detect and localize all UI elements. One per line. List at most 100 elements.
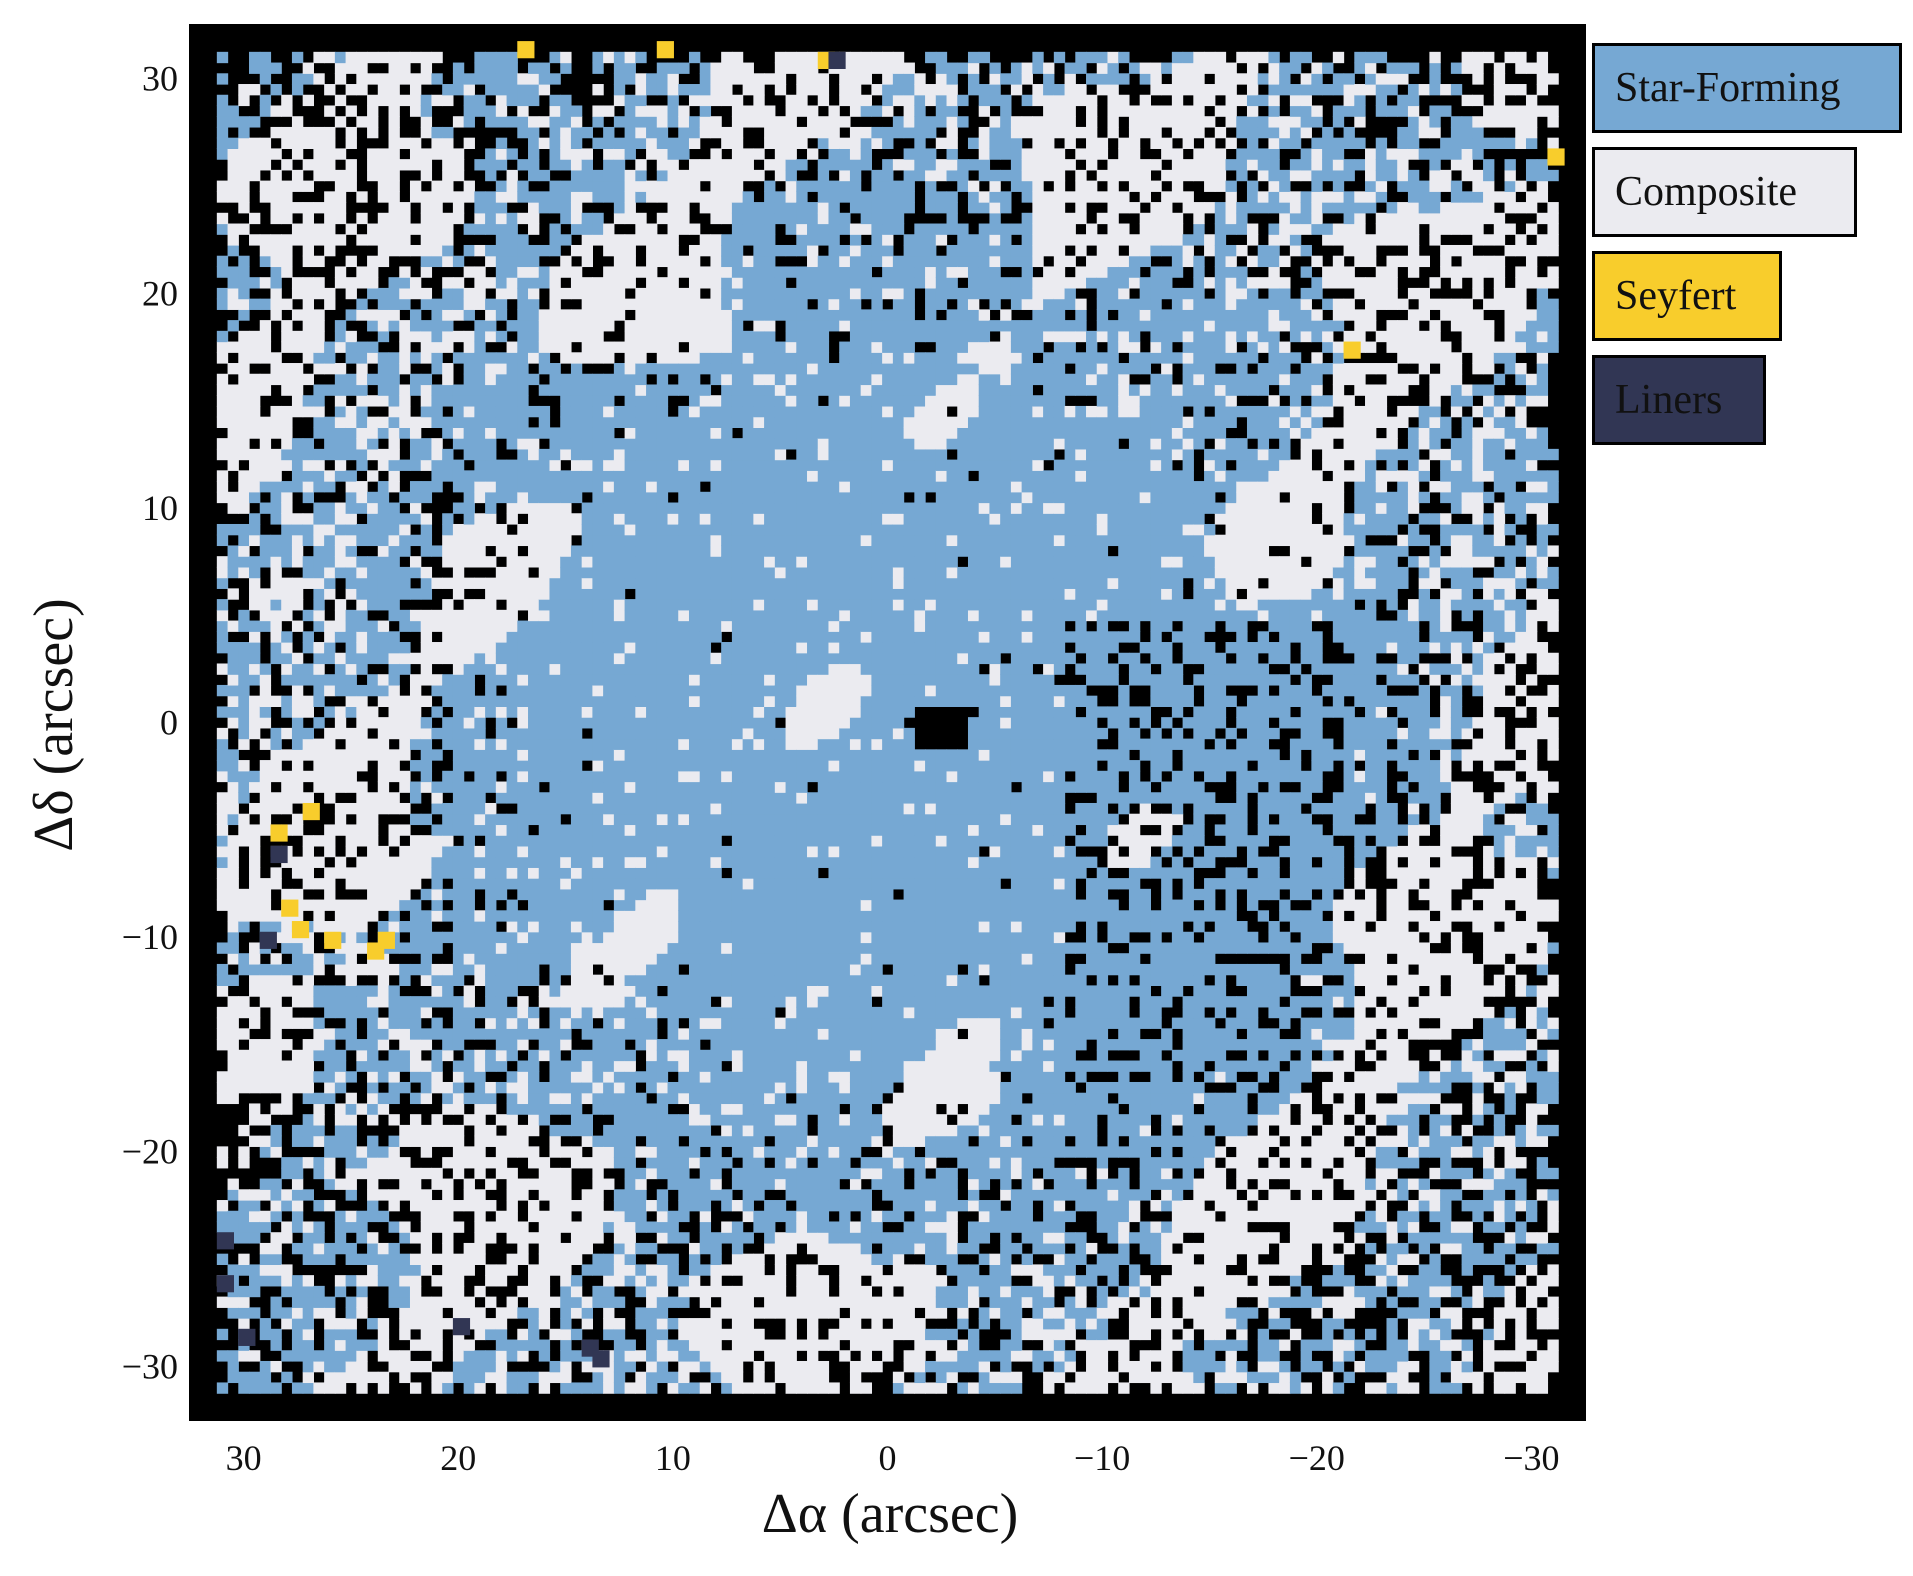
- spaxel-cell: [678, 556, 690, 568]
- spaxel-cell: [624, 1167, 636, 1180]
- spaxel-cell: [249, 1071, 261, 1083]
- spaxel-cell: [570, 545, 583, 557]
- spaxel-cell: [538, 1307, 551, 1319]
- spaxel-cell: [549, 985, 561, 997]
- spaxel-cell: [678, 1028, 690, 1040]
- spaxel-cell: [560, 1264, 572, 1276]
- spaxel-cell: [259, 599, 272, 611]
- spaxel-cell: [646, 1382, 658, 1394]
- spaxel-cell: [581, 695, 593, 707]
- spaxel-cell: [742, 792, 754, 804]
- spaxel-cell: [420, 695, 433, 707]
- spaxel-cell: [753, 502, 765, 514]
- spaxel-cell: [420, 760, 433, 772]
- spaxel-cell: [517, 620, 529, 632]
- spaxel-cell: [570, 202, 583, 214]
- spaxel-cell: [517, 1339, 529, 1351]
- spaxel-cell: [570, 1006, 583, 1019]
- spaxel-cell: [463, 695, 475, 707]
- spaxel-cell: [549, 599, 561, 611]
- spaxel-cell: [270, 180, 282, 192]
- spaxel-cell: [367, 1275, 379, 1287]
- spaxel-cell: [474, 1167, 486, 1180]
- spaxel-cell: [420, 1081, 433, 1094]
- spaxel-cell: [463, 438, 475, 450]
- spaxel-cell: [216, 867, 229, 879]
- spaxel-cell: [549, 481, 561, 493]
- spaxel-cell: [731, 813, 744, 826]
- spaxel-cell: [731, 738, 744, 750]
- spaxel-cell: [399, 212, 411, 225]
- spaxel-cell: [731, 942, 744, 954]
- spaxel-cell: [249, 899, 261, 911]
- spaxel-cell: [538, 770, 551, 783]
- spaxel-cell: [624, 1360, 636, 1373]
- spaxel-cell: [517, 159, 529, 171]
- spaxel-cell: [731, 1135, 744, 1147]
- spaxel-cell: [485, 974, 497, 986]
- spaxel-cell: [420, 642, 433, 654]
- spaxel-cell: [367, 159, 379, 171]
- spaxel-cell: [710, 738, 722, 750]
- spaxel-cell: [474, 1049, 486, 1062]
- spaxel-cell: [367, 556, 379, 568]
- spaxel-cell: [592, 1039, 604, 1051]
- spaxel-cell: [334, 180, 347, 192]
- spaxel-cell: [506, 1039, 518, 1051]
- spaxel-cell: [646, 180, 658, 192]
- spaxel-cell: [249, 405, 261, 418]
- spaxel-cell: [624, 116, 636, 128]
- spaxel-cell: [463, 116, 475, 128]
- spaxel-cell: [367, 1006, 379, 1019]
- spaxel-cell: [635, 824, 647, 836]
- spaxel-cell: [388, 159, 400, 171]
- spaxel-cell: [721, 363, 733, 375]
- spaxel-cell: [345, 921, 357, 933]
- spaxel-cell: [249, 1049, 261, 1062]
- spaxel-cell: [549, 223, 561, 235]
- spaxel-cell: [334, 802, 347, 815]
- spaxel-cell: [699, 1232, 712, 1244]
- spaxel-cell: [710, 84, 722, 96]
- spaxel-cell: [388, 770, 400, 783]
- spaxel-cell: [302, 223, 314, 235]
- spaxel-cell: [560, 867, 572, 879]
- spaxel-cell: [656, 73, 669, 85]
- spaxel-cell: [688, 556, 701, 568]
- spaxel-cell: [259, 148, 272, 160]
- spaxel-cell: [452, 438, 465, 450]
- spaxel-cell: [656, 749, 669, 761]
- spaxel-cell: [570, 1296, 583, 1308]
- spaxel-cell: [742, 1039, 754, 1051]
- spaxel-cell: [442, 642, 454, 654]
- spaxel-cell: [495, 727, 508, 740]
- spaxel-cell: [603, 674, 615, 686]
- spaxel-cell: [678, 1200, 690, 1212]
- spaxel-cell: [431, 931, 443, 944]
- spaxel-cell: [399, 1232, 411, 1244]
- spaxel-cell: [452, 202, 465, 214]
- spaxel-cell: [356, 448, 368, 461]
- spaxel-cell: [635, 481, 647, 493]
- spaxel-cell: [688, 717, 701, 729]
- spaxel-cell: [388, 609, 400, 622]
- spaxel-cell: [538, 878, 551, 890]
- spaxel-cell: [388, 642, 400, 654]
- spaxel-cell: [678, 1371, 690, 1384]
- spaxel-cell: [710, 599, 722, 611]
- spaxel-cell: [367, 620, 379, 632]
- spaxel-cell: [420, 781, 433, 793]
- spaxel-cell: [646, 148, 658, 160]
- spaxel-cell: [710, 878, 722, 890]
- spaxel-cell: [409, 1167, 422, 1180]
- spaxel-cell: [613, 405, 626, 418]
- spaxel-cell: [238, 824, 250, 836]
- spaxel-cell: [678, 352, 690, 364]
- spaxel-cell: [388, 996, 400, 1008]
- spaxel-cell: [345, 770, 357, 783]
- spaxel-cell: [753, 1006, 765, 1019]
- spaxel-cell: [474, 953, 486, 965]
- spaxel-cell: [452, 974, 465, 986]
- spaxel-cell: [678, 459, 690, 471]
- spaxel-cell: [420, 298, 433, 310]
